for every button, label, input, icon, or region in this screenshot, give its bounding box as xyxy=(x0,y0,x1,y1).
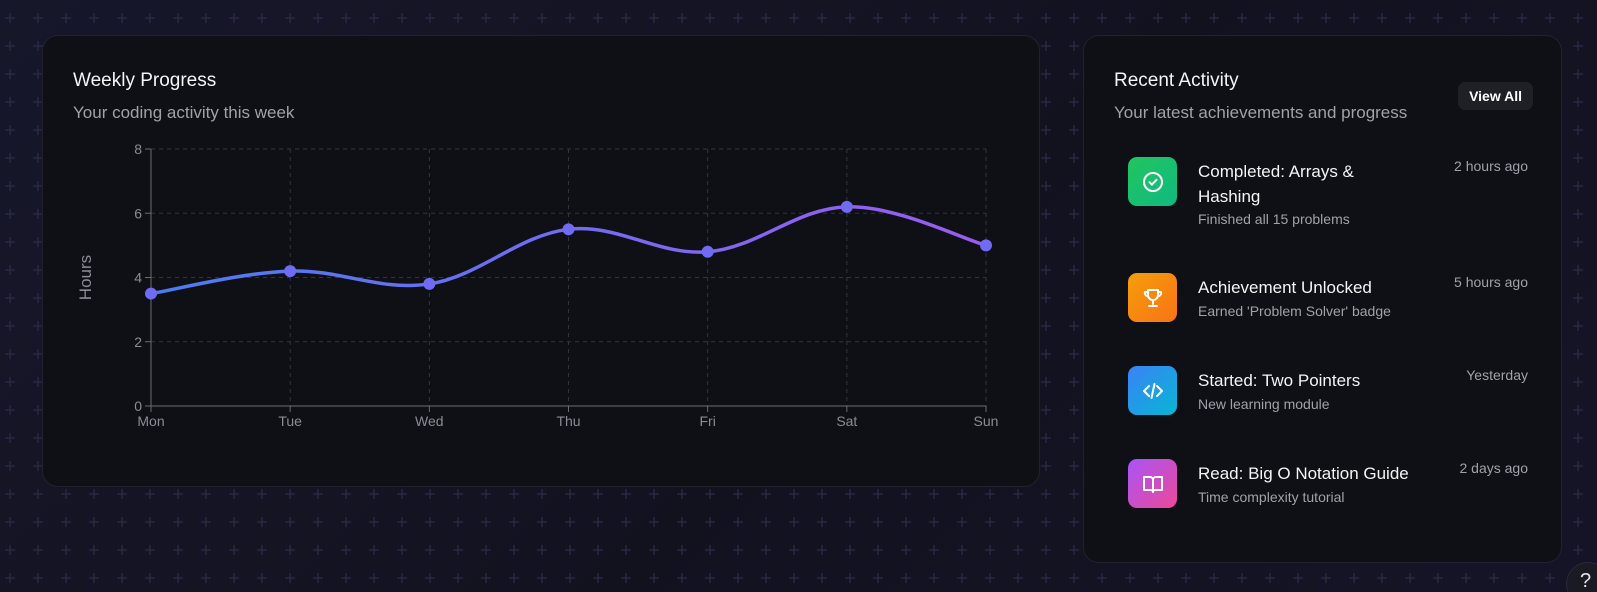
y-tick-label: 8 xyxy=(134,141,142,157)
data-point xyxy=(701,245,714,258)
activity-description: Time complexity tutorial xyxy=(1198,489,1345,505)
activity-item[interactable]: Completed: Arrays & Hashing Finished all… xyxy=(1128,157,1528,273)
activity-time: 2 days ago xyxy=(1459,460,1529,476)
check-circle-icon xyxy=(1128,157,1177,206)
data-point xyxy=(145,287,157,300)
y-tick-label: 2 xyxy=(134,334,142,350)
x-tick-label: Mon xyxy=(137,413,164,429)
activity-description: New learning module xyxy=(1198,396,1330,412)
weekly-progress-chart: 0 2 4 6 8 Mon Tue Wed Thu Fri Sat Sun Hours xyxy=(76,141,999,429)
data-point xyxy=(980,239,992,252)
view-all-button[interactable]: View All xyxy=(1458,82,1533,110)
help-label: ? xyxy=(1580,570,1592,592)
y-tick-label: 4 xyxy=(134,270,142,286)
weekly-progress-card: Weekly Progress Your coding activity thi… xyxy=(42,35,1040,487)
activity-description: Finished all 15 problems xyxy=(1198,211,1350,227)
x-tick-label: Tue xyxy=(278,413,302,429)
recent-activity-card: Recent Activity Your latest achievements… xyxy=(1083,35,1562,563)
activity-time: 5 hours ago xyxy=(1454,274,1528,290)
weekly-progress-subtitle: Your coding activity this week xyxy=(73,103,295,122)
x-tick-label: Thu xyxy=(556,413,580,429)
activity-item[interactable]: Started: Two Pointers New learning modul… xyxy=(1128,366,1528,459)
y-tick-label: 0 xyxy=(134,398,142,414)
data-point xyxy=(562,223,575,236)
x-tick-label: Sat xyxy=(836,413,857,429)
activity-description: Earned 'Problem Solver' badge xyxy=(1198,303,1391,319)
activity-list: Completed: Arrays & Hashing Finished all… xyxy=(1128,157,1528,529)
x-tick-label: Fri xyxy=(700,413,716,429)
recent-activity-subtitle: Your latest achievements and progress xyxy=(1114,103,1408,122)
activity-item[interactable]: Achievement Unlocked Earned 'Problem Sol… xyxy=(1128,273,1528,366)
x-tick-label: Sun xyxy=(974,413,999,429)
activity-time: 2 hours ago xyxy=(1454,158,1528,174)
book-open-icon xyxy=(1128,459,1177,508)
data-point xyxy=(423,277,436,290)
trophy-icon xyxy=(1128,273,1177,322)
activity-time: Yesterday xyxy=(1466,367,1528,383)
data-point xyxy=(840,200,853,213)
activity-item[interactable]: Read: Big O Notation Guide Time complexi… xyxy=(1128,459,1528,529)
activity-title: Started: Two Pointers xyxy=(1198,371,1361,390)
data-point xyxy=(284,265,297,278)
recent-activity-title: Recent Activity xyxy=(1114,70,1239,91)
code-icon xyxy=(1128,366,1177,415)
weekly-progress-title: Weekly Progress xyxy=(73,70,217,91)
activity-title: Achievement Unlocked xyxy=(1198,278,1372,297)
x-tick-label: Wed xyxy=(415,413,444,429)
activity-title: Read: Big O Notation Guide xyxy=(1198,464,1409,483)
y-axis-title: Hours xyxy=(76,255,95,300)
y-tick-label: 6 xyxy=(134,205,142,221)
activity-title: Completed: Arrays & Hashing xyxy=(1198,162,1354,206)
